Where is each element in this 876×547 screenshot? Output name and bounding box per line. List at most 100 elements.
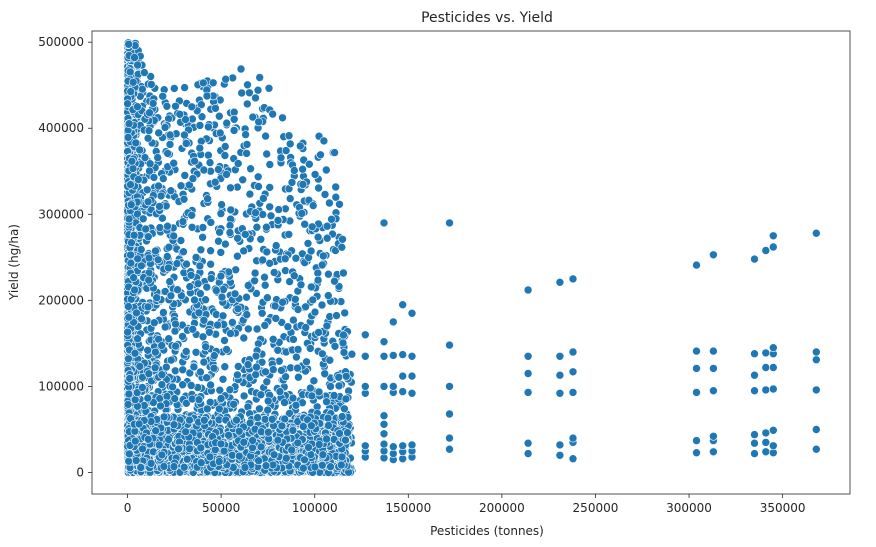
data-point <box>194 395 204 405</box>
data-point <box>196 245 206 255</box>
data-point <box>172 259 182 268</box>
data-point <box>146 459 156 468</box>
data-point <box>336 460 346 470</box>
data-point <box>379 218 389 228</box>
data-point <box>163 252 172 261</box>
data-point <box>692 346 701 356</box>
data-point <box>156 191 166 201</box>
data-point <box>198 223 208 232</box>
data-point <box>154 128 163 138</box>
data-point <box>171 319 180 329</box>
data-point <box>239 391 249 401</box>
data-point <box>388 382 398 391</box>
data-point <box>287 445 297 455</box>
data-point <box>188 324 197 334</box>
data-point <box>203 194 212 203</box>
data-point <box>185 282 195 291</box>
data-point <box>185 415 194 425</box>
data-point <box>298 164 307 174</box>
data-point <box>257 357 267 367</box>
data-point <box>254 339 263 349</box>
data-point <box>145 108 154 117</box>
data-points <box>123 38 821 477</box>
data-point <box>199 78 208 88</box>
data-point <box>322 434 331 444</box>
data-point <box>169 462 179 471</box>
data-point <box>335 200 344 209</box>
data-point <box>445 409 454 419</box>
data-point <box>132 308 141 318</box>
data-point <box>131 436 140 446</box>
data-point <box>171 341 180 351</box>
data-point <box>129 273 138 282</box>
data-point <box>131 456 141 465</box>
data-point <box>229 126 239 135</box>
data-point <box>398 441 408 451</box>
data-point <box>205 452 215 462</box>
data-point <box>308 295 318 305</box>
data-point <box>251 370 260 379</box>
data-point <box>379 351 389 361</box>
data-point <box>314 387 324 397</box>
data-point <box>330 148 339 157</box>
data-point <box>124 119 134 128</box>
x-axis-ticks: 0 50000 100000 150000 200000 250000 300000 3500… <box>124 494 806 515</box>
data-point <box>258 210 268 219</box>
data-point <box>339 330 348 340</box>
data-point <box>216 439 226 449</box>
data-point <box>257 308 267 318</box>
data-point <box>191 347 201 357</box>
data-point <box>204 150 213 160</box>
data-point <box>265 160 275 169</box>
data-point <box>216 209 226 218</box>
data-point <box>178 332 187 341</box>
data-point <box>276 153 286 163</box>
data-point <box>291 253 301 263</box>
data-point <box>275 387 285 396</box>
data-point <box>811 385 821 395</box>
data-point <box>761 447 771 457</box>
data-point <box>229 399 238 409</box>
data-point <box>164 242 174 252</box>
data-point <box>317 260 327 270</box>
data-point <box>289 315 298 325</box>
data-point <box>289 271 299 281</box>
data-point <box>154 440 164 450</box>
data-point <box>334 381 344 391</box>
data-point <box>157 370 167 380</box>
data-point <box>308 201 318 210</box>
data-point <box>127 238 136 247</box>
data-point <box>301 323 311 332</box>
data-point <box>300 219 310 229</box>
data-point <box>295 141 305 151</box>
data-point <box>243 360 253 369</box>
data-point <box>280 398 289 407</box>
data-point <box>245 189 255 199</box>
data-point <box>135 145 144 155</box>
data-point <box>216 248 226 257</box>
data-point <box>178 380 187 390</box>
data-point <box>162 102 172 111</box>
data-point <box>329 391 339 400</box>
data-point <box>293 345 303 354</box>
data-point <box>193 279 203 289</box>
data-point <box>239 437 249 447</box>
data-point <box>252 289 261 298</box>
data-point <box>407 351 417 361</box>
data-point <box>143 345 152 355</box>
data-point <box>157 341 166 350</box>
data-point <box>189 362 199 372</box>
data-point <box>238 175 247 185</box>
data-point <box>176 236 186 245</box>
y-tick-label: 200000 <box>38 293 84 307</box>
data-point <box>338 235 347 244</box>
data-point <box>281 266 290 275</box>
data-point <box>160 322 170 332</box>
data-point <box>216 271 226 281</box>
data-point <box>288 426 298 435</box>
data-point <box>337 242 347 252</box>
data-point <box>196 443 206 453</box>
data-point <box>220 336 229 345</box>
data-point <box>125 67 135 77</box>
data-point <box>130 285 139 295</box>
